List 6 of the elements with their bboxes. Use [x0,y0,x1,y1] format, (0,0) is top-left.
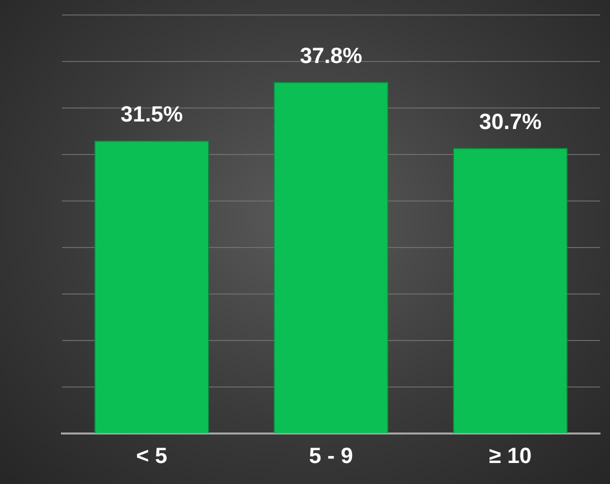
data-label: 30.7% [479,109,542,134]
data-label: 37.8% [300,43,362,68]
x-tick-label: ≥ 10 [488,442,532,468]
data-label: 31.5% [120,102,183,127]
x-tick-label: < 5 [136,442,168,468]
x-tick-label: 5 - 9 [308,442,354,468]
